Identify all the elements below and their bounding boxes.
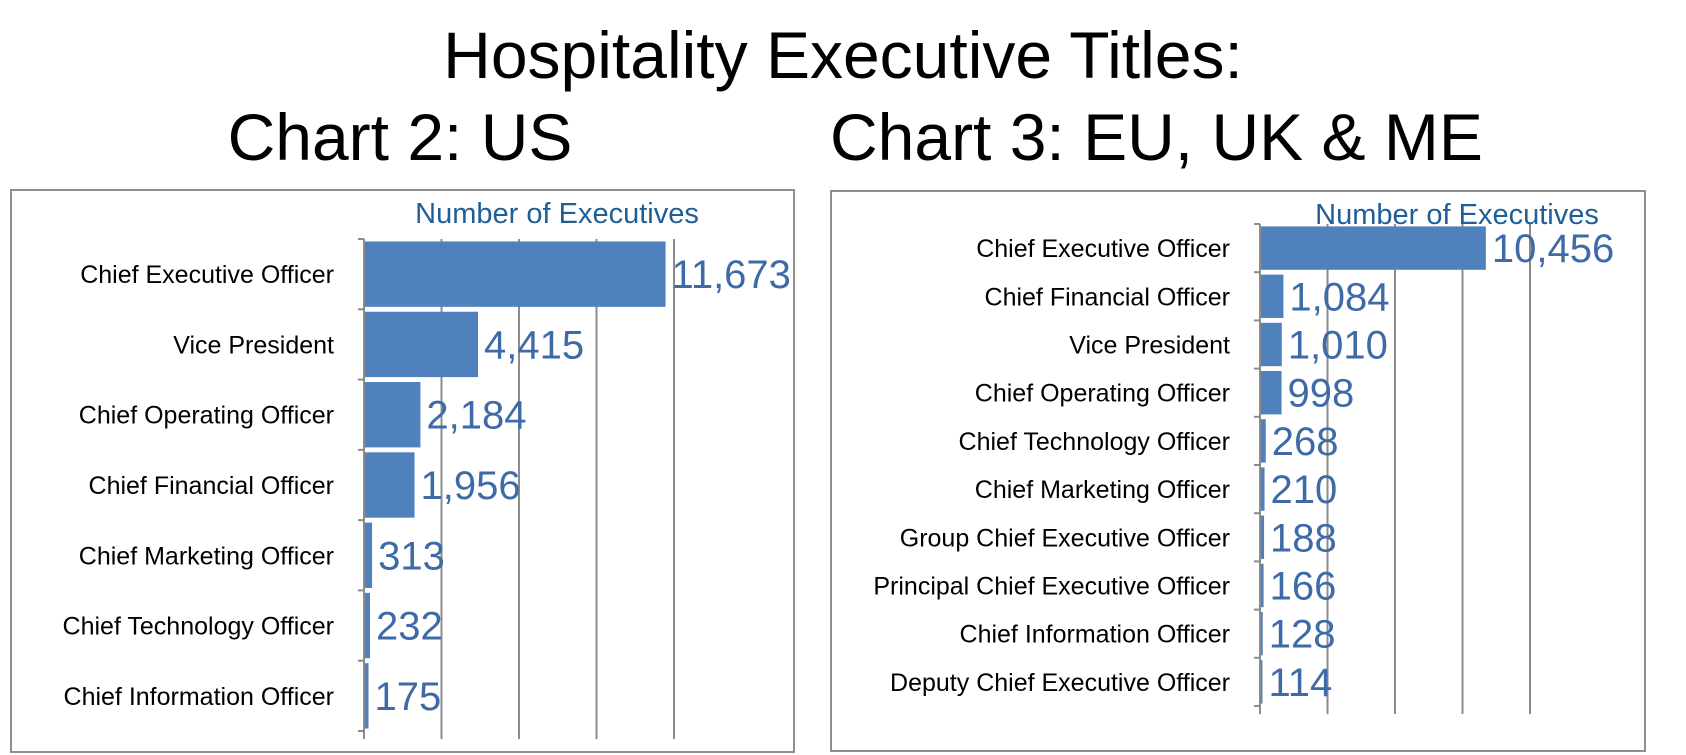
chart3-category-label: Chief Technology Officer	[959, 428, 1230, 456]
chart2-bar	[365, 522, 373, 588]
chart2-us: Number of Executives Chief Executive Offi…	[10, 189, 795, 753]
chart3-value-label: 210	[1271, 468, 1338, 512]
chart3-value-label: 128	[1269, 613, 1336, 657]
chart3-category-label: Deputy Chief Executive Officer	[890, 669, 1230, 697]
chart2-bar	[365, 311, 479, 378]
chart2-title: Chart 2: US	[227, 100, 573, 174]
chart3-axis-title: Number of Executives	[1315, 199, 1599, 231]
chart3-bar	[1261, 612, 1263, 656]
chart3-value-label: 1,084	[1289, 275, 1389, 319]
chart2-bar	[365, 592, 370, 659]
chart3-title: Chart 3: EU, UK & ME	[830, 100, 1483, 174]
chart3-bar	[1261, 322, 1282, 367]
chart2-category-label: Chief Technology Officer	[63, 613, 334, 641]
chart3-bar	[1261, 660, 1263, 704]
chart3-eu-uk-me: Number of Executives Chief Executive Offi…	[830, 190, 1646, 752]
chart2-value-label: 4,415	[484, 323, 584, 367]
chart3-category-label: Group Chief Executive Officer	[900, 524, 1230, 552]
chart2-value-label: 232	[376, 605, 443, 649]
chart3-value-label: 114	[1268, 661, 1332, 705]
chart3-bar	[1261, 419, 1266, 463]
chart2-category-label: Chief Executive Officer	[80, 261, 334, 289]
chart3-bar	[1261, 274, 1284, 318]
chart2-bar	[365, 241, 666, 307]
chart3-bar	[1261, 226, 1486, 270]
main-title: Hospitality Executive Titles:	[443, 18, 1243, 92]
chart2-category-label: Chief Information Officer	[64, 683, 334, 711]
chart3-category-label: Vice President	[1069, 332, 1230, 360]
chart2-bar	[365, 663, 369, 729]
chart2-category-label: Vice President	[173, 331, 334, 359]
chart3-category-label: Chief Operating Officer	[975, 380, 1230, 408]
chart3-bar	[1261, 563, 1264, 608]
chart3-plot: Number of Executives Chief Executive Offi…	[873, 199, 1614, 714]
chart2-plot: Number of Executives Chief Executive Offi…	[63, 198, 791, 739]
chart2-value-label: 1,956	[421, 464, 521, 508]
chart3-value-label: 166	[1270, 565, 1337, 609]
chart3-bar	[1261, 467, 1265, 511]
chart3-category-label: Chief Information Officer	[960, 621, 1230, 649]
chart2-axis-title: Number of Executives	[415, 198, 699, 230]
chart3-value-label: 268	[1272, 420, 1339, 464]
chart2-value-label: 2,184	[426, 394, 526, 438]
chart3-category-label: Principal Chief Executive Officer	[873, 573, 1230, 601]
chart2-category-label: Chief Marketing Officer	[79, 542, 334, 570]
chart2-value-label: 175	[375, 675, 442, 719]
chart2-bar	[365, 382, 421, 448]
chart3-value-label: 1,010	[1288, 324, 1388, 368]
chart2-bar	[365, 452, 415, 518]
chart3-value-label: 998	[1288, 372, 1355, 416]
chart3-category-label: Chief Financial Officer	[985, 283, 1230, 311]
chart3-value-label: 188	[1270, 516, 1337, 560]
chart3-bar	[1261, 371, 1282, 415]
chart2-value-label: 313	[378, 534, 445, 578]
chart3-category-label: Chief Marketing Officer	[975, 476, 1230, 504]
chart3-category-label: Chief Executive Officer	[976, 235, 1230, 263]
chart2-category-label: Chief Financial Officer	[89, 472, 334, 500]
chart2-value-label: 11,673	[672, 253, 791, 297]
chart2-category-label: Chief Operating Officer	[79, 402, 334, 430]
chart3-bar	[1261, 515, 1265, 559]
chart3-value-label: 10,456	[1492, 227, 1614, 271]
